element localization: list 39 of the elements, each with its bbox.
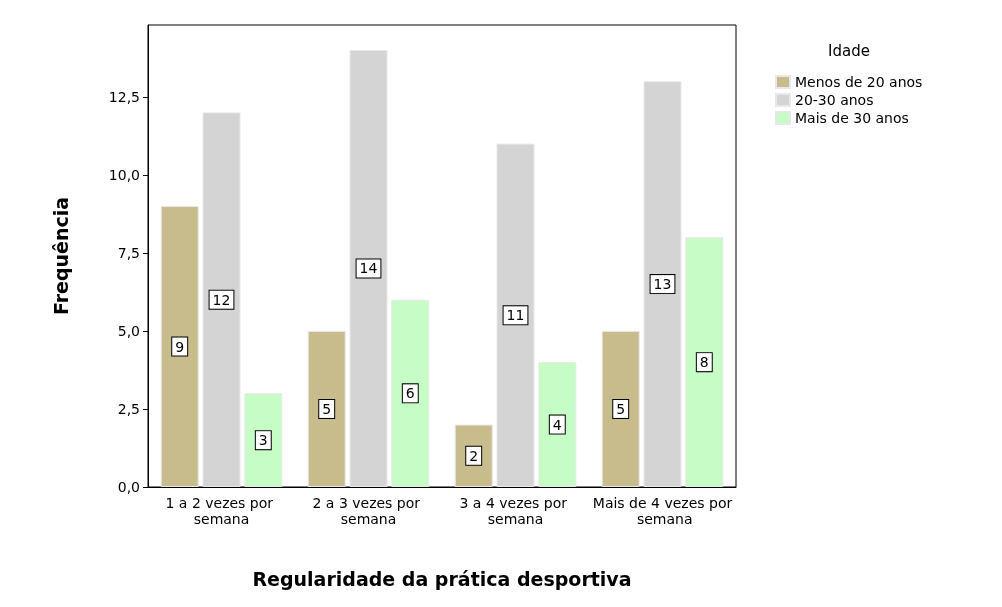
data-label: 9	[175, 338, 185, 355]
data-label: 2	[469, 447, 479, 464]
bar	[349, 49, 388, 487]
y-tick-label: 0,0	[117, 479, 140, 495]
x-tick-label: 3 a 4 vezes por semana	[459, 495, 572, 527]
x-tick-label: Mais de 4 vezes por semana	[592, 495, 733, 527]
bar	[643, 81, 682, 487]
bar	[202, 112, 241, 487]
bar	[496, 143, 535, 487]
y-tick-label: 2,5	[117, 400, 140, 417]
legend-label: 20-30 anos	[795, 92, 874, 108]
legend-title: Idade	[828, 41, 870, 60]
legend-label: Mais de 30 anos	[795, 110, 909, 126]
bar	[538, 362, 577, 487]
y-tick-label: 5,0	[117, 322, 140, 339]
bar	[307, 330, 346, 487]
bar	[160, 206, 199, 487]
y-tick-label: 10,0	[108, 166, 140, 183]
y-axis-title: Frequência	[49, 196, 72, 316]
data-label: 5	[616, 400, 626, 417]
y-tick-label: 12,5	[108, 88, 140, 105]
data-label: 6	[405, 385, 415, 402]
x-tick-label: 2 a 3 vezes por semana	[312, 495, 425, 527]
data-label: 5	[322, 400, 332, 417]
bar	[601, 330, 640, 487]
data-label: 12	[212, 291, 231, 308]
data-label: 13	[653, 276, 672, 293]
data-label: 4	[552, 416, 562, 433]
x-axis-title: Regularidade da prática desportiva	[252, 567, 632, 590]
bar	[391, 299, 430, 487]
data-label: 11	[506, 307, 525, 324]
legend-label: Menos de 20 anos	[795, 74, 923, 90]
data-label: 8	[699, 354, 709, 371]
bar	[685, 237, 724, 487]
bar	[244, 393, 283, 487]
data-label: 14	[359, 260, 378, 277]
y-tick-label: 7,5	[117, 244, 140, 261]
x-tick-label: 1 a 2 vezes por semana	[165, 495, 278, 527]
data-label: 3	[258, 432, 268, 449]
